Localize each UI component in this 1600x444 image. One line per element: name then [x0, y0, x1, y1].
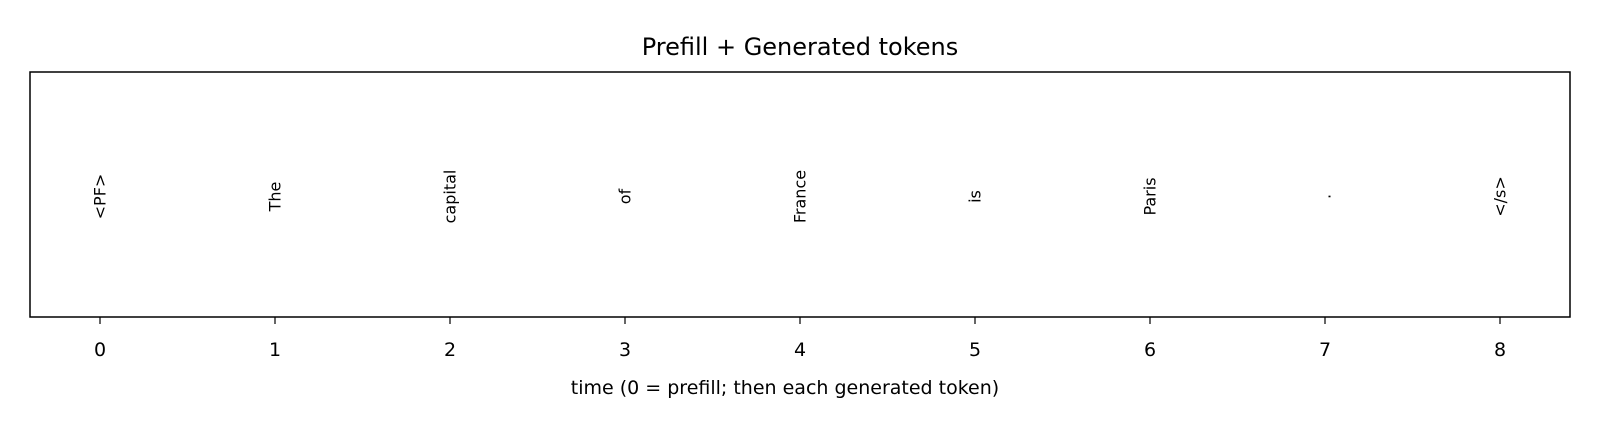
token-label: . — [1316, 194, 1335, 199]
token-label: Paris — [1141, 177, 1160, 215]
x-tick-label: 1 — [269, 339, 281, 361]
x-axis-label: time (0 = prefill; then each generated t… — [571, 377, 999, 399]
token-label: The — [266, 182, 285, 213]
chart-title: Prefill + Generated tokens — [642, 33, 959, 61]
token-label: of — [616, 188, 635, 204]
x-tick-label: 3 — [619, 339, 631, 361]
token-label: </s> — [1491, 176, 1510, 217]
x-tick-label: 5 — [969, 339, 981, 361]
x-tick-label: 2 — [444, 339, 456, 361]
x-tick-label: 0 — [94, 339, 106, 361]
x-tick-label: 6 — [1144, 339, 1156, 361]
token-label: capital — [441, 170, 460, 224]
token-labels: <PF> The capital of France is Paris. </s> — [91, 170, 1510, 224]
x-tick-label: 4 — [794, 339, 806, 361]
x-axis-ticks: 0 1 2 3 4 5 6 7 8 — [94, 317, 1506, 361]
x-tick-label: 8 — [1494, 339, 1506, 361]
token-label: France — [791, 170, 810, 223]
x-tick-label: 7 — [1319, 339, 1331, 361]
token-label: is — [966, 190, 985, 203]
token-label: <PF> — [91, 174, 110, 220]
